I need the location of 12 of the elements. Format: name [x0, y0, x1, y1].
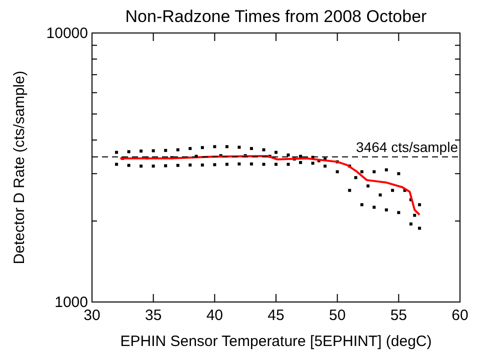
x-tick-label: 50: [328, 307, 346, 324]
x-tick-label: 60: [452, 307, 468, 324]
x-tick-label: 45: [268, 307, 284, 324]
x-axis-title: EPHIN Sensor Temperature [5EPHINT] (degC): [120, 333, 432, 350]
y-tick-label: 10000: [46, 25, 88, 42]
y-axis-title: Detector D Rate (cts/sample): [11, 70, 28, 264]
x-tick-label: 35: [144, 307, 162, 324]
x-tick-label: 40: [206, 307, 224, 324]
chart-title: Non-Radzone Times from 2008 October: [125, 7, 428, 26]
x-tick-label: 55: [390, 307, 408, 324]
line-series: [119, 154, 421, 216]
ref-line-label: 3464 cts/sample: [356, 138, 458, 155]
